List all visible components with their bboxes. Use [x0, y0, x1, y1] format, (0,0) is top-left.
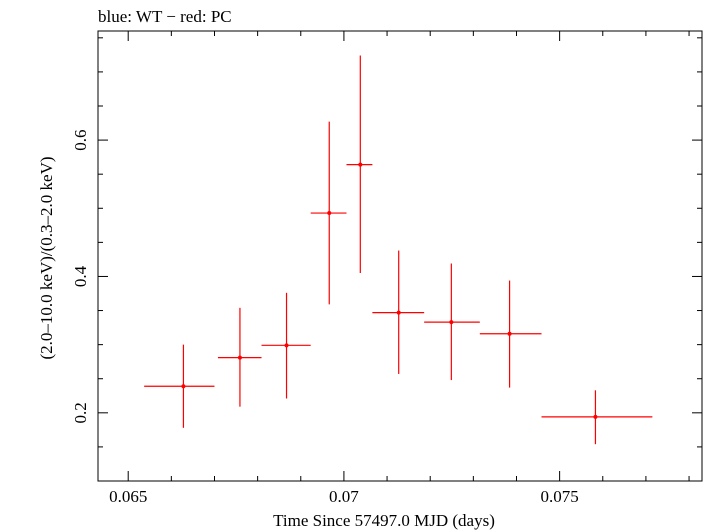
data-point	[346, 55, 373, 274]
data-point	[541, 390, 653, 445]
x-tick-label: 0.065	[109, 487, 147, 506]
y-tick-label: 0.4	[71, 265, 90, 287]
point-marker	[507, 331, 512, 336]
point-marker	[237, 355, 242, 360]
y-tick-label: 0.2	[71, 402, 90, 423]
data-points	[144, 55, 653, 445]
x-tick-label: 0.07	[329, 487, 359, 506]
data-point	[424, 263, 480, 381]
data-point	[372, 250, 425, 374]
y-tick-label: 0.6	[71, 129, 90, 150]
data-point	[310, 121, 347, 305]
point-marker	[449, 320, 454, 325]
point-marker	[327, 211, 332, 216]
x-axis-label: Time Since 57497.0 MJD (days)	[273, 511, 495, 530]
x-tick-label: 0.075	[541, 487, 579, 506]
point-marker	[593, 414, 598, 419]
chart-header-note: blue: WT − red: PC	[98, 7, 232, 26]
plot-frame	[97, 30, 703, 482]
point-marker	[358, 162, 363, 167]
data-point	[217, 307, 262, 407]
y-axis-label: (2.0–10.0 keV)/(0.3–2.0 keV)	[37, 156, 56, 359]
point-marker	[284, 343, 289, 348]
data-point	[261, 292, 311, 399]
data-point	[479, 280, 542, 388]
axis-ticks: 0.065 0.07 0.075 0.2 0.4 0.6	[71, 31, 702, 506]
point-marker	[181, 384, 186, 389]
data-point	[144, 344, 215, 428]
point-marker	[396, 310, 401, 315]
